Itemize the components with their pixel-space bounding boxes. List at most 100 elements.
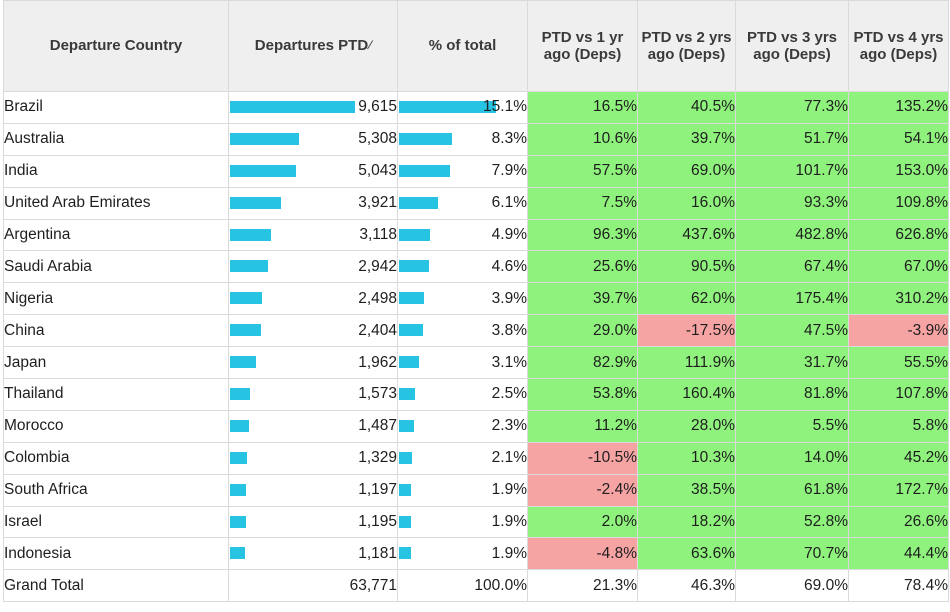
share-value: 2.5% — [491, 385, 527, 403]
table-row[interactable]: Japan 1,962 3.1% 82.9% 111.9% 31.7% 55.5% — [3, 346, 949, 380]
departures-cell: 5,308 — [228, 122, 398, 156]
vs1-cell: 57.5% — [527, 154, 638, 188]
vs1-cell: 11.2% — [527, 409, 638, 443]
table-row[interactable]: Saudi Arabia 2,942 4.6% 25.6% 90.5% 67.4% 67.0… — [3, 250, 949, 284]
share-value: 4.9% — [491, 226, 527, 243]
sort-descending-icon[interactable]: ⁄ — [369, 38, 372, 53]
table-row[interactable]: Brazil 9,615 15.1% 16.5% 40.5% 77.3% 135.2% — [3, 91, 949, 124]
col-header-country[interactable]: Departure Country — [3, 0, 229, 92]
country-cell: Israel — [3, 505, 229, 539]
share-bar — [399, 451, 413, 464]
departures-value: 2,404 — [358, 321, 397, 339]
vs2-cell: 39.7% — [637, 122, 736, 156]
col-header-vs1[interactable]: PTD vs 1 yr ago (Deps) — [527, 0, 638, 92]
departures-bar — [230, 164, 296, 177]
table-row[interactable]: United Arab Emirates 3,921 6.1% 7.5% 16.0% 93… — [3, 186, 949, 220]
departures-cell: 1,181 — [228, 537, 398, 571]
share-cell: 3.1% — [397, 346, 528, 380]
col-header-share[interactable]: % of total — [397, 0, 528, 92]
col-header-departures[interactable]: Departures PTD⁄ — [228, 0, 398, 92]
table-row[interactable]: Nigeria 2,498 3.9% 39.7% 62.0% 175.4% 310.2% — [3, 282, 949, 316]
share-bar — [399, 515, 412, 528]
col-header-vs2-label: PTD vs 2 yrs ago (Deps) — [641, 28, 732, 63]
vs3-cell: 482.8% — [735, 218, 849, 252]
departures-bar — [230, 101, 355, 113]
share-bar — [399, 196, 439, 209]
departures-bar — [230, 260, 269, 273]
departures-cell: 1,962 — [228, 346, 398, 380]
share-value: 3.9% — [491, 289, 527, 307]
departures-cell: 1,329 — [228, 441, 398, 475]
share-bar — [399, 164, 450, 177]
country-cell: Indonesia — [3, 537, 229, 571]
departures-bar — [230, 292, 263, 305]
vs4-cell: 54.1% — [848, 122, 949, 156]
vs2-cell: 10.3% — [637, 441, 736, 475]
share-cell: 15.1% — [397, 91, 528, 124]
share-value: 8.3% — [491, 130, 527, 148]
grand-total-vs2: 46.3% — [637, 569, 736, 603]
vs4-cell: 153.0% — [848, 154, 949, 188]
departures-bar — [230, 419, 250, 432]
vs4-cell: 5.8% — [848, 409, 949, 443]
vs3-cell: 51.7% — [735, 122, 849, 156]
vs4-cell: 44.4% — [848, 537, 949, 571]
table-row[interactable]: South Africa 1,197 1.9% -2.4% 38.5% 61.8% 172.… — [3, 473, 949, 507]
vs2-cell: 40.5% — [637, 91, 736, 124]
departures-cell: 3,921 — [228, 186, 398, 220]
share-bar — [399, 292, 425, 305]
vs2-cell: 62.0% — [637, 282, 736, 316]
departures-value: 1,573 — [358, 385, 397, 403]
vs4-cell: 55.5% — [848, 346, 949, 380]
departures-cell: 5,043 — [228, 154, 398, 188]
vs3-cell: 81.8% — [735, 378, 849, 411]
country-cell: India — [3, 154, 229, 188]
table-row[interactable]: Argentina 3,118 4.9% 96.3% 437.6% 482.8% 626.8… — [3, 218, 949, 252]
departures-value: 9,615 — [358, 98, 397, 116]
departures-cell: 9,615 — [228, 91, 398, 124]
vs1-cell: 10.6% — [527, 122, 638, 156]
share-value: 1.9% — [491, 513, 527, 531]
departures-bar — [230, 451, 248, 464]
share-value: 6.1% — [491, 194, 527, 212]
table-row[interactable]: Israel 1,195 1.9% 2.0% 18.2% 52.8% 26.6% — [3, 505, 949, 539]
share-cell: 1.9% — [397, 473, 528, 507]
header-row: Departure Country Departures PTD⁄ % of t… — [3, 0, 949, 92]
departures-cell: 2,498 — [228, 282, 398, 316]
col-header-vs3[interactable]: PTD vs 3 yrs ago (Deps) — [735, 0, 849, 92]
share-bar — [399, 356, 419, 369]
departures-cell: 3,118 — [228, 218, 398, 252]
vs1-cell: 25.6% — [527, 250, 638, 284]
col-header-departures-label: Departures PTD — [254, 37, 369, 55]
table-row[interactable]: Colombia 1,329 2.1% -10.5% 10.3% 14.0% 45.2% — [3, 441, 949, 475]
col-header-vs4[interactable]: PTD vs 4 yrs ago (Deps) — [848, 0, 949, 92]
share-value: 15.1% — [483, 98, 527, 116]
table-row[interactable]: Thailand 1,573 2.5% 53.8% 160.4% 81.8% 107.8% — [3, 378, 949, 411]
vs4-cell: 626.8% — [848, 218, 949, 252]
departures-cell: 1,195 — [228, 505, 398, 539]
share-cell: 4.9% — [397, 218, 528, 252]
country-cell: South Africa — [3, 473, 229, 507]
table-row[interactable]: India 5,043 7.9% 57.5% 69.0% 101.7% 153.0% — [3, 154, 949, 188]
vs3-cell: 5.5% — [735, 409, 849, 443]
table-row[interactable]: Australia 5,308 8.3% 10.6% 39.7% 51.7% 54.1% — [3, 122, 949, 156]
share-bar — [399, 228, 431, 241]
departures-cell: 2,942 — [228, 250, 398, 284]
departures-bar — [230, 483, 246, 496]
vs3-cell: 52.8% — [735, 505, 849, 539]
country-cell: Australia — [3, 122, 229, 156]
vs2-cell: 90.5% — [637, 250, 736, 284]
share-cell: 6.1% — [397, 186, 528, 220]
table-row[interactable]: Morocco 1,487 2.3% 11.2% 28.0% 5.5% 5.8% — [3, 409, 949, 443]
vs3-cell: 101.7% — [735, 154, 849, 188]
share-bar — [399, 547, 412, 560]
vs2-cell: 63.6% — [637, 537, 736, 571]
table-row[interactable]: Indonesia 1,181 1.9% -4.8% 63.6% 70.7% 44.4% — [3, 537, 949, 571]
share-bar — [399, 260, 429, 273]
grand-total-departures: 63,771 — [228, 569, 398, 603]
table-row[interactable]: China 2,404 3.8% 29.0% -17.5% 47.5% -3.9% — [3, 314, 949, 348]
share-cell: 2.1% — [397, 441, 528, 475]
share-cell: 8.3% — [397, 122, 528, 156]
col-header-vs2[interactable]: PTD vs 2 yrs ago (Deps) — [637, 0, 736, 92]
share-value: 3.1% — [491, 353, 527, 371]
